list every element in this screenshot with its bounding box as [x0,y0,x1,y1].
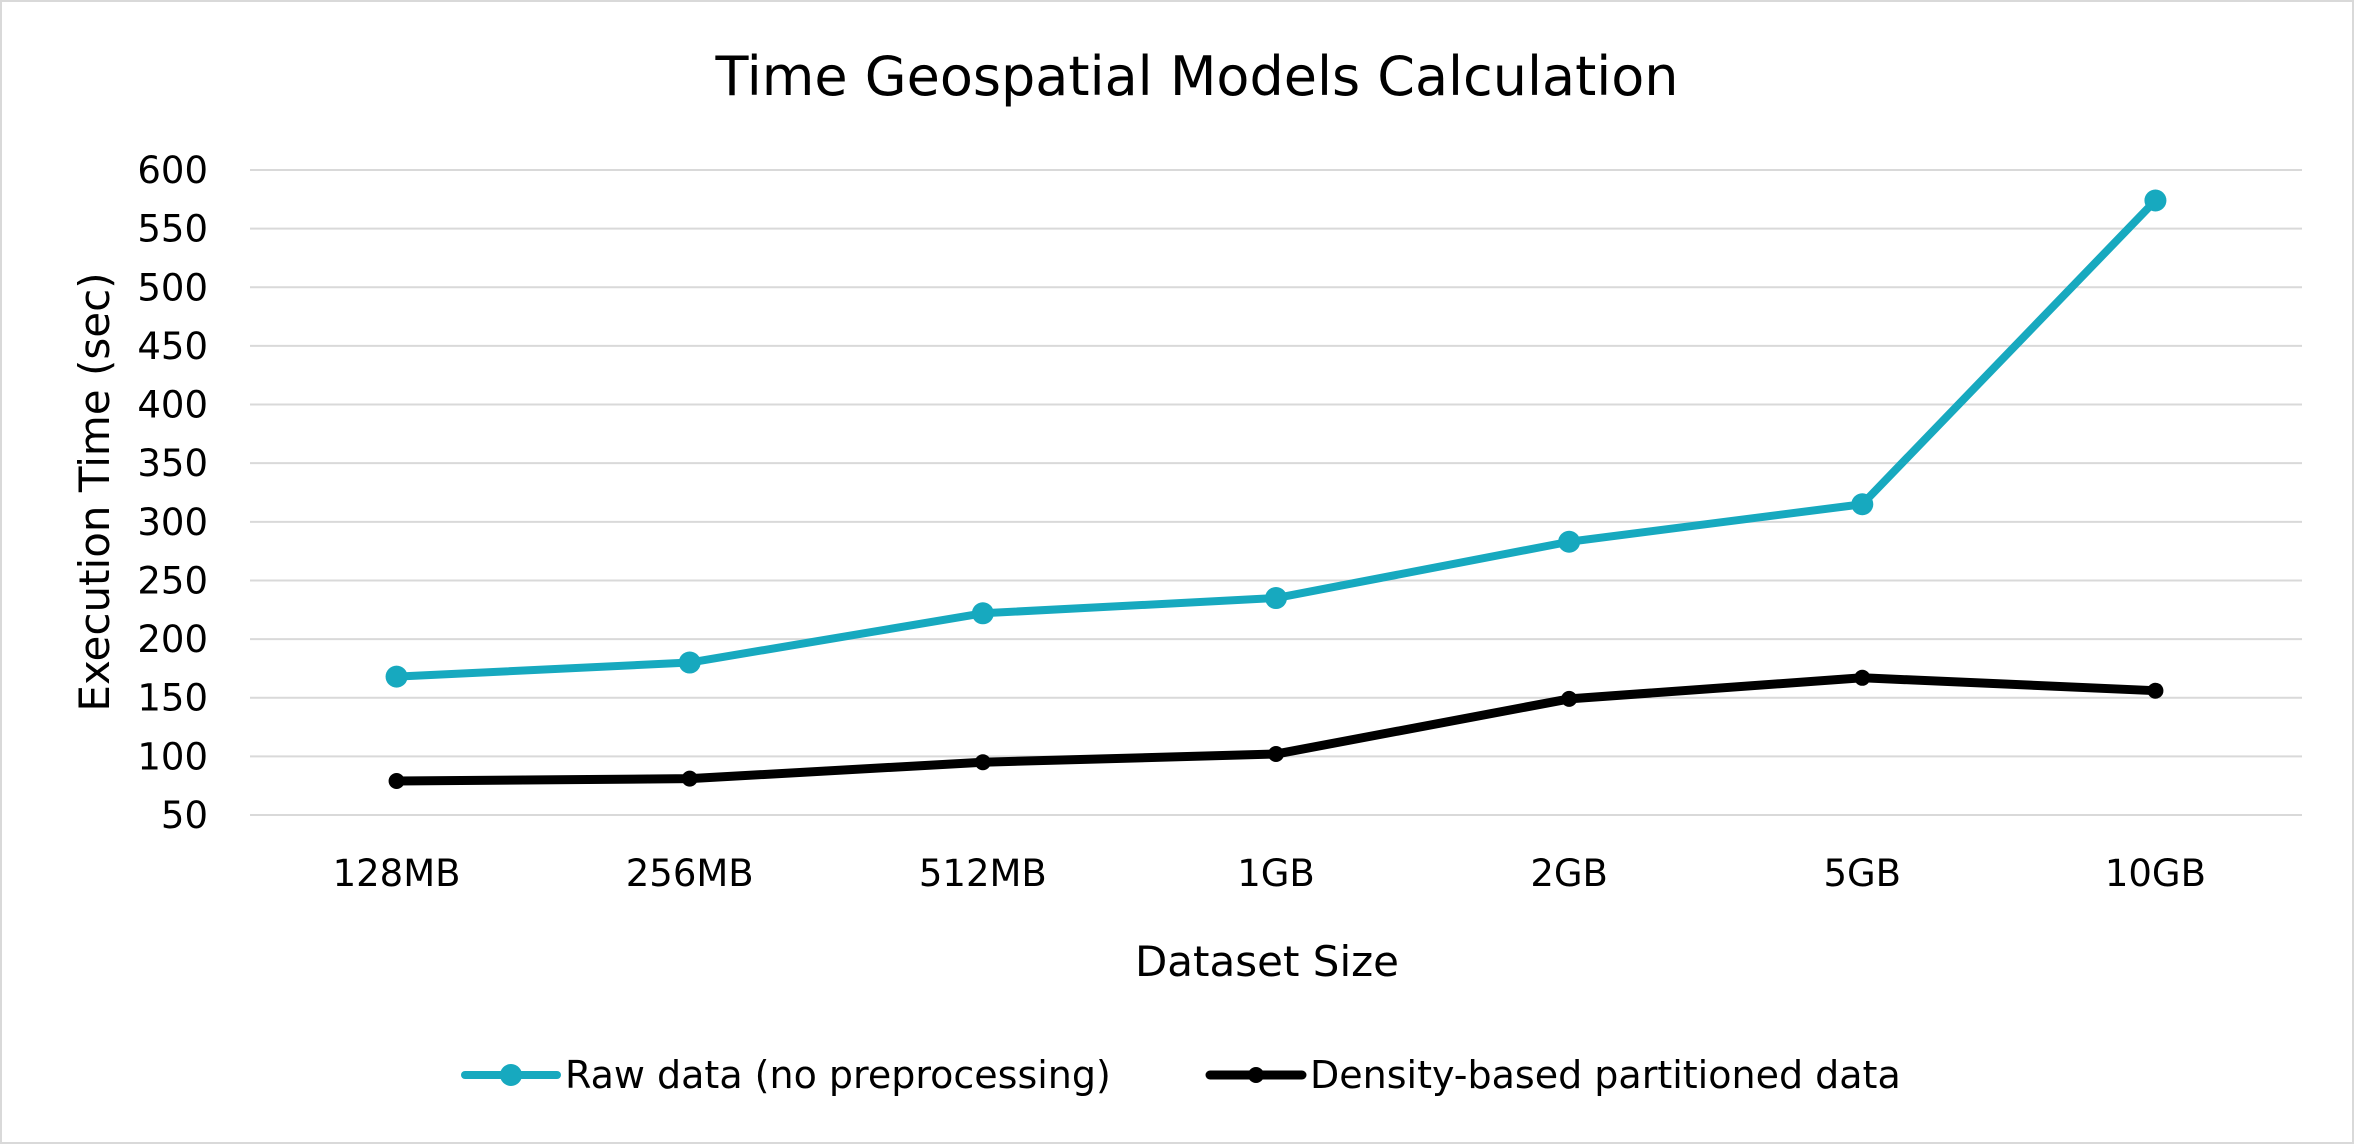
series-layer [385,189,2167,789]
y-tick-label: 300 [137,501,208,544]
data-point [2144,189,2167,212]
legend-item: Raw data (no preprocessing) [461,1053,1111,1097]
chart-title: Time Geospatial Models Calculation [714,45,1678,108]
y-tick-label: 50 [161,794,208,837]
data-point [681,770,698,787]
data-point [385,665,408,688]
x-tick-label: 10GB [2105,852,2206,895]
data-point [1854,669,1871,686]
x-tick-label: 512MB [919,852,1047,895]
legend-swatch-marker [500,1064,522,1086]
series-1 [385,189,2167,688]
series-2 [388,669,2164,789]
data-point [974,754,991,771]
data-point [388,772,405,789]
y-axis-ticks: 50 100 150 200 250 300 350 400 450 500 550 600 [137,149,208,837]
x-tick-label: 1GB [1237,852,1315,895]
legend-item: Density-based partitioned data [1205,1053,1901,1097]
legend-label: Density-based partitioned data [1310,1053,1901,1097]
data-point [678,651,701,674]
x-tick-label: 128MB [333,852,461,895]
y-tick-label: 400 [137,384,208,427]
y-tick-label: 350 [137,442,208,485]
data-point [1265,587,1287,610]
x-axis-title: Dataset Size [1135,937,1399,986]
series-line [392,673,2160,786]
legend-swatch-marker [1248,1067,1264,1083]
data-point [971,602,994,625]
x-axis-ticks: 128MB 256MB 512MB 1GB 2GB 5GB 10GB [333,852,2206,895]
y-tick-label: 150 [137,677,208,720]
legend: Raw data (no preprocessing) Density-based… [461,1053,1901,1097]
y-tick-label: 200 [137,618,208,661]
grid-lines [250,169,2302,816]
y-tick-label: 100 [137,735,208,778]
data-point [2147,682,2164,699]
x-tick-label: 5GB [1823,852,1901,895]
y-tick-label: 500 [137,266,208,309]
data-point [1558,530,1581,553]
data-point [1561,690,1578,707]
x-tick-label: 256MB [626,852,754,895]
legend-label: Raw data (no preprocessing) [565,1053,1111,1097]
y-tick-label: 250 [137,559,208,602]
x-tick-label: 2GB [1530,852,1608,895]
y-tick-label: 450 [137,325,208,368]
y-tick-label: 550 [137,208,208,251]
data-point [1851,493,1874,516]
data-point [1268,746,1284,763]
y-axis-title: Execution Time (sec) [70,272,119,711]
y-tick-label: 600 [137,149,208,192]
